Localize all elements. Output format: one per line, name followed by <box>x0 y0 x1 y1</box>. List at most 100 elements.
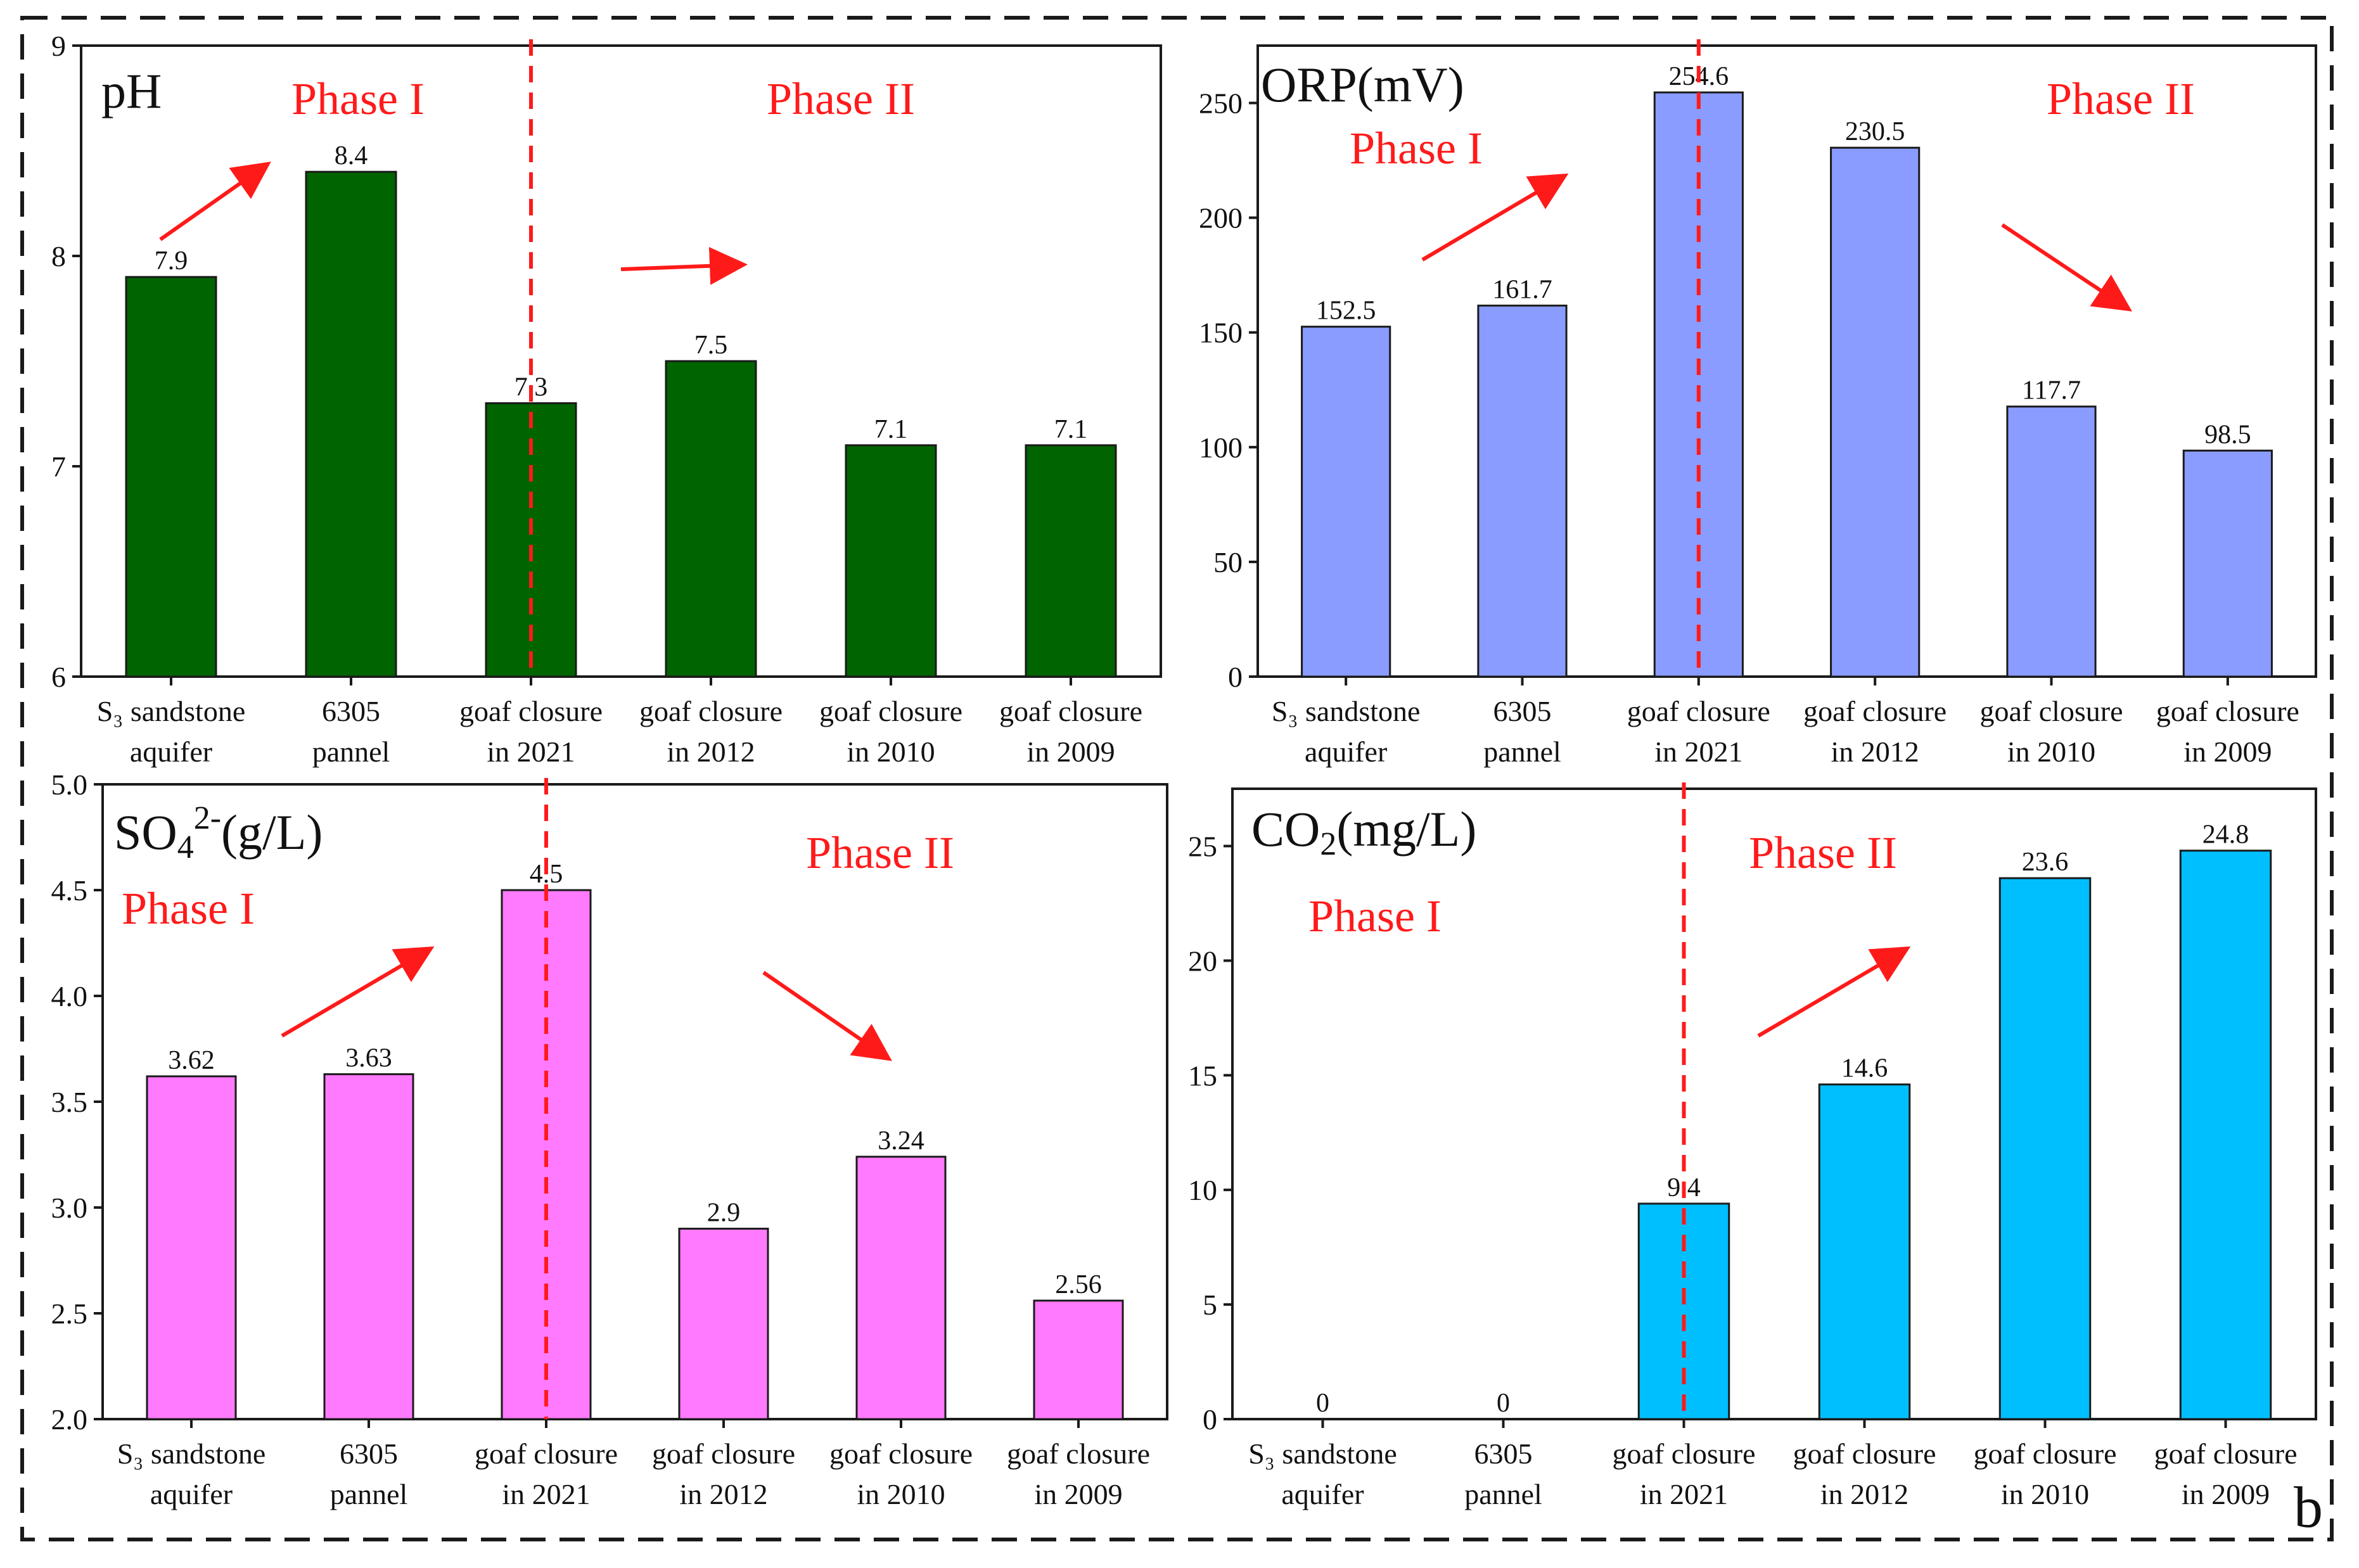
orp-category-label-line: goaf closure <box>2156 695 2299 727</box>
so4-category-label: goaf closure in 2021 <box>475 1437 618 1510</box>
co2-category-label-line: 6305 <box>1474 1437 1533 1470</box>
so4-category-label-line: goaf closure <box>829 1437 973 1470</box>
so4-bar <box>1033 1299 1124 1420</box>
so4-category-label-line: in 2009 <box>1034 1478 1122 1510</box>
ph-category-label-line: goaf closure <box>999 695 1142 727</box>
orp-value-label: 117.7 <box>2022 376 2081 405</box>
ph-category-label-line: in 2009 <box>1026 736 1115 768</box>
orp-plot-frame <box>1256 44 2317 678</box>
ph-panel: 6 7 8 9 7.9 S₃ sandstone aquifer 8.4 6305 pannel 7… <box>51 30 1162 768</box>
figure-letter: b <box>2294 1475 2323 1539</box>
ph-category-label-line: goaf closure <box>459 695 603 727</box>
ph-category-label-line: S₃ sandstone <box>97 695 246 727</box>
co2-value-label: 14.6 <box>1841 1054 1888 1083</box>
orp-category-label: 6305 pannel <box>1483 695 1561 768</box>
ph-trend-arrow-flat <box>620 246 748 285</box>
so4-category-label-line: S₃ sandstone <box>117 1437 266 1470</box>
orp-category-label-line: in 2012 <box>1831 736 1919 768</box>
orp-value-label: 98.5 <box>2204 420 2251 449</box>
ph-category-label: S₃ sandstone aquifer <box>97 695 246 768</box>
ph-y-tick-label: 9 <box>51 30 66 62</box>
so4-category-label-line: pannel <box>330 1478 408 1510</box>
co2-category-label-line: in 2021 <box>1640 1478 1728 1510</box>
orp-y-tick-label: 100 <box>1199 431 1243 464</box>
orp-category-label: goaf closure in 2010 <box>1979 695 2123 768</box>
ph-category-label: 6305 pannel <box>312 695 390 768</box>
co2-trend-arrow-up <box>1757 946 1911 1038</box>
so4-y-tick-label: 3.0 <box>51 1192 88 1224</box>
so4-title-subscript: 4 <box>177 829 194 865</box>
co2-y-tick-label: 0 <box>1203 1403 1217 1436</box>
orp-category-label-line: in 2010 <box>2007 736 2095 768</box>
ph-plot-frame <box>80 44 1162 678</box>
co2-category-label-line: in 2010 <box>2001 1478 2089 1510</box>
ph-value-label: 7.5 <box>694 331 728 360</box>
ph-bar <box>305 170 397 678</box>
so4-category-label-line: in 2010 <box>857 1478 945 1510</box>
orp-trend-arrow-up <box>1421 173 1569 262</box>
so4-plot-frame <box>101 783 1168 1420</box>
co2-category-label: 6305 pannel <box>1464 1437 1542 1510</box>
orp-category-label-line: goaf closure <box>1803 695 1947 727</box>
orp-bar <box>2182 449 2273 678</box>
orp-category-label-line: aquifer <box>1305 736 1387 768</box>
so4-phase-1-label: Phase I <box>122 883 255 934</box>
orp-category-label-line: 6305 <box>1493 695 1552 727</box>
so4-phase-2-label: Phase II <box>806 827 954 878</box>
co2-y-tick-label: 15 <box>1188 1059 1217 1092</box>
so4-category-label: goaf closure in 2010 <box>829 1437 973 1510</box>
so4-y-tick-label: 5.0 <box>51 768 88 801</box>
co2-category-label: goaf closure in 2012 <box>1793 1437 1936 1510</box>
co2-category-label-line: in 2009 <box>2182 1478 2270 1510</box>
orp-value-label: 152.5 <box>1316 296 1376 326</box>
co2-panel: 0 5 10 15 20 25 0 S₃ sandstone aquifer 0 6305 panne… <box>1188 782 2317 1510</box>
co2-category-label-line: goaf closure <box>2154 1437 2297 1470</box>
co2-y-tick-label: 10 <box>1188 1174 1217 1206</box>
co2-y-tick-label: 5 <box>1203 1289 1217 1321</box>
co2-value-label: 0 <box>1497 1389 1510 1418</box>
ph-y-tick-label: 8 <box>51 240 66 272</box>
so4-category-label-line: goaf closure <box>475 1437 618 1470</box>
co2-category-label-line: S₃ sandstone <box>1248 1437 1397 1470</box>
so4-title-unit: (g/L) <box>221 805 323 860</box>
orp-y-tick-label: 50 <box>1213 546 1243 578</box>
co2-value-label: 0 <box>1316 1389 1329 1418</box>
ph-category-label: goaf closure in 2012 <box>639 695 783 768</box>
ph-category-label: goaf closure in 2009 <box>999 695 1142 768</box>
so4-title-superscript: 2- <box>194 800 221 836</box>
orp-phase-2-label: Phase II <box>2047 73 2195 124</box>
ph-phase-1-label: Phase I <box>291 73 425 124</box>
orp-bar <box>1301 326 1391 678</box>
so4-trend-arrow-down <box>762 971 892 1061</box>
ph-phase-2-label: Phase II <box>767 73 915 124</box>
so4-y-tick-label: 2.5 <box>51 1297 88 1330</box>
orp-phase-1-label: Phase I <box>1350 123 1483 174</box>
so4-bar <box>855 1156 947 1420</box>
co2-category-label: S₃ sandstone aquifer <box>1248 1437 1397 1510</box>
so4-bar <box>678 1227 769 1420</box>
so4-category-label-line: in 2012 <box>679 1478 767 1510</box>
co2-bar <box>1998 877 2092 1420</box>
orp-y-tick-label: 150 <box>1199 317 1243 349</box>
orp-category-label-line: pannel <box>1483 736 1561 768</box>
orp-category-label-line: in 2021 <box>1654 736 1742 768</box>
ph-y-tick-label: 6 <box>51 661 66 693</box>
co2-category-label-line: pannel <box>1464 1478 1542 1510</box>
co2-category-label: goaf closure in 2009 <box>2154 1437 2297 1510</box>
co2-title-unit: (mg/L) <box>1336 801 1476 857</box>
ph-panel-title: pH <box>101 63 162 118</box>
orp-category-label-line: in 2009 <box>2183 736 2272 768</box>
ph-value-label: 8.4 <box>335 141 368 170</box>
co2-y-tick-label: 25 <box>1188 830 1217 862</box>
co2-value-label: 23.6 <box>2022 848 2069 877</box>
orp-panel: 0 50 100 150 200 250 152.5 S₃ sandstone aquifer 1… <box>1199 39 2317 768</box>
co2-category-label-line: aquifer <box>1281 1478 1364 1510</box>
orp-category-label-line: S₃ sandstone <box>1272 695 1421 727</box>
orp-category-label: goaf closure in 2009 <box>2156 695 2299 768</box>
so4-y-tick-label: 4.0 <box>51 980 88 1012</box>
co2-phase-2-label: Phase II <box>1749 827 1897 878</box>
so4-category-label: goaf closure in 2012 <box>652 1437 795 1510</box>
so4-value-label: 2.9 <box>707 1198 741 1227</box>
so4-panel-title: SO42-(g/L) <box>114 800 323 865</box>
